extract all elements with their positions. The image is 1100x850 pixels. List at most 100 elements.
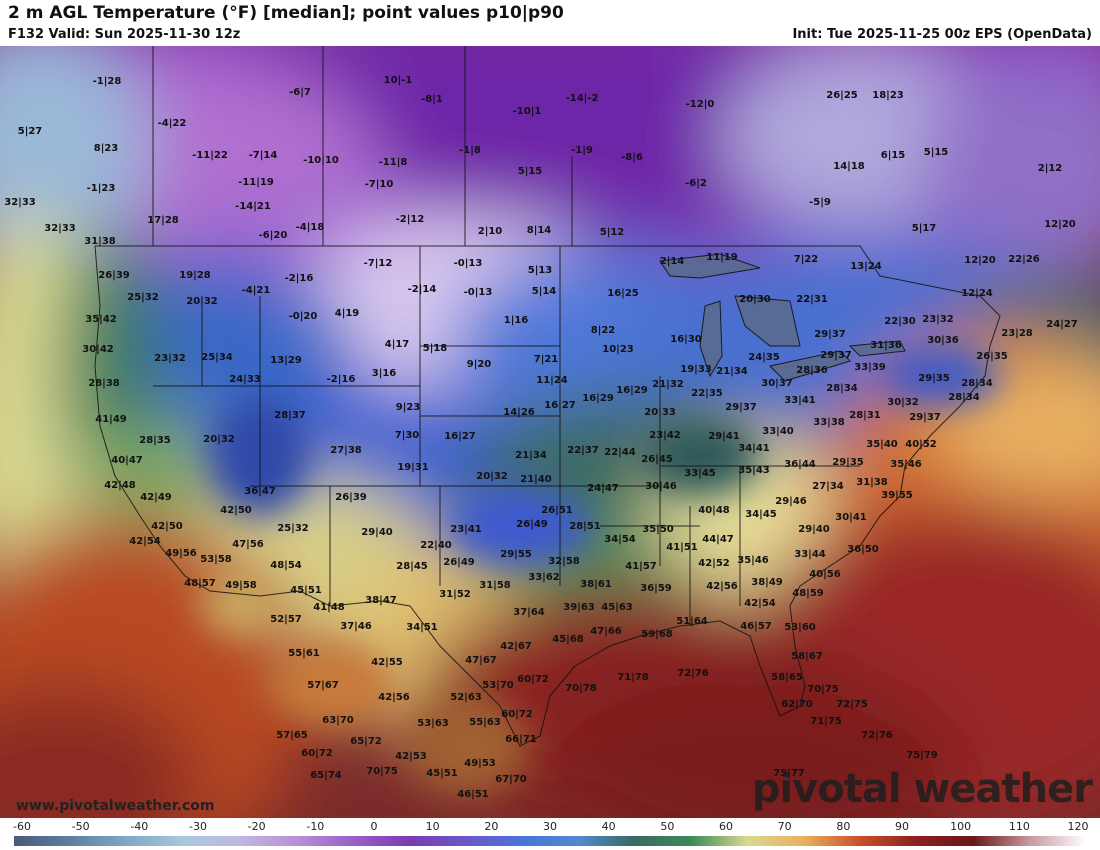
point-value: 8|23 bbox=[93, 143, 119, 154]
point-value: 31|36 bbox=[870, 340, 902, 351]
point-value: 60|72 bbox=[301, 748, 333, 759]
point-value: -11|8 bbox=[378, 157, 408, 168]
point-value: 72|76 bbox=[861, 730, 893, 741]
legend-tick: 50 bbox=[660, 820, 675, 833]
point-value: -0|13 bbox=[453, 258, 483, 269]
legend-colorbar bbox=[14, 836, 1086, 846]
point-value: 63|70 bbox=[322, 715, 354, 726]
point-value: 20|32 bbox=[476, 471, 508, 482]
point-value: 21|32 bbox=[652, 379, 684, 390]
point-value: 34|51 bbox=[406, 622, 438, 633]
point-value: 59|68 bbox=[641, 629, 673, 640]
point-value: 4|17 bbox=[384, 339, 410, 350]
point-value: 10|-1 bbox=[383, 75, 413, 86]
point-value: 24|33 bbox=[229, 374, 261, 385]
point-value: 41|51 bbox=[666, 542, 698, 553]
point-value: 53|70 bbox=[482, 680, 514, 691]
point-value: 35|42 bbox=[85, 314, 117, 325]
point-value: 26|39 bbox=[98, 270, 130, 281]
point-value: -10|10 bbox=[303, 155, 339, 166]
point-value: 60|72 bbox=[517, 674, 549, 685]
point-value: 47|66 bbox=[590, 626, 622, 637]
point-value: -8|6 bbox=[621, 152, 643, 163]
point-value: 40|52 bbox=[905, 439, 937, 450]
point-value: 19|28 bbox=[179, 270, 211, 281]
point-value: 20|32 bbox=[186, 296, 218, 307]
point-value: 28|38 bbox=[88, 378, 120, 389]
point-value: 4|19 bbox=[334, 308, 360, 319]
legend-tick: 90 bbox=[895, 820, 909, 833]
point-value: 35|43 bbox=[738, 465, 770, 476]
point-value: 22|40 bbox=[420, 540, 452, 551]
point-value: 32|33 bbox=[44, 223, 76, 234]
map-title: 2 m AGL Temperature (°F) [median]; point… bbox=[8, 3, 564, 23]
point-value: 55|63 bbox=[469, 717, 501, 728]
point-value: -1|28 bbox=[92, 76, 122, 87]
point-value: -7|12 bbox=[363, 258, 393, 269]
point-value: 11|19 bbox=[706, 252, 738, 263]
point-value: 23|32 bbox=[154, 353, 186, 364]
point-value: -6|20 bbox=[258, 230, 288, 241]
point-value: 20|33 bbox=[644, 407, 676, 418]
point-value: 25|32 bbox=[277, 523, 309, 534]
legend-tick: 40 bbox=[601, 820, 616, 833]
point-value: 31|38 bbox=[84, 236, 116, 247]
point-value: -0|20 bbox=[288, 311, 318, 322]
point-value: 38|61 bbox=[580, 579, 612, 590]
point-value: 30|46 bbox=[645, 481, 677, 492]
point-value: 5|17 bbox=[911, 223, 937, 234]
point-value: 28|34 bbox=[826, 383, 858, 394]
point-value: 42|53 bbox=[395, 751, 427, 762]
point-value: 33|45 bbox=[684, 468, 716, 479]
point-value: 51|64 bbox=[676, 616, 708, 627]
point-value: 26|45 bbox=[641, 454, 673, 465]
map-canvas bbox=[0, 46, 1100, 818]
point-value: 70|75 bbox=[807, 684, 839, 695]
point-value: 2|12 bbox=[1037, 163, 1063, 174]
point-value: 35|50 bbox=[642, 524, 674, 535]
point-value: 26|49 bbox=[443, 557, 475, 568]
point-value: 42|54 bbox=[744, 598, 776, 609]
point-value: 37|46 bbox=[340, 621, 372, 632]
point-value: 28|35 bbox=[139, 435, 171, 446]
point-value: 38|47 bbox=[365, 595, 397, 606]
point-value: 71|75 bbox=[810, 716, 842, 727]
point-value: 47|56 bbox=[232, 539, 264, 550]
point-value: -0|13 bbox=[463, 287, 493, 298]
point-value: 5|13 bbox=[527, 265, 553, 276]
init-time: Init: Tue 2025-11-25 00z EPS (OpenData) bbox=[792, 27, 1092, 42]
point-value: 58|65 bbox=[771, 672, 803, 683]
point-value: 57|65 bbox=[276, 730, 308, 741]
legend-tick: 120 bbox=[1067, 820, 1089, 833]
point-value: 29|37 bbox=[909, 412, 941, 423]
point-value: 46|51 bbox=[457, 789, 489, 800]
point-value: 24|27 bbox=[1046, 319, 1078, 330]
point-value: 36|44 bbox=[784, 459, 816, 470]
point-value: 71|78 bbox=[617, 672, 649, 683]
point-value: 21|34 bbox=[515, 450, 547, 461]
point-value: 38|49 bbox=[751, 577, 783, 588]
point-value: 11|24 bbox=[536, 375, 568, 386]
point-value: 31|58 bbox=[479, 580, 511, 591]
point-value: 12|20 bbox=[1044, 219, 1076, 230]
point-value: 55|61 bbox=[288, 648, 320, 659]
legend-tick: -30 bbox=[189, 820, 207, 833]
point-value: 41|49 bbox=[95, 414, 127, 425]
point-value: -2|16 bbox=[326, 374, 356, 385]
point-value: 53|58 bbox=[200, 554, 232, 565]
point-value: 75|79 bbox=[906, 750, 938, 761]
point-value: 35|46 bbox=[890, 459, 922, 470]
point-value: 26|49 bbox=[516, 519, 548, 530]
point-value: 17|28 bbox=[147, 215, 179, 226]
point-value: 28|31 bbox=[849, 410, 881, 421]
point-value: 62|70 bbox=[781, 699, 813, 710]
point-value: 48|59 bbox=[792, 588, 824, 599]
temperature-map[interactable]: -1|28 10|-1 -6|7 -8|1 -14|-2 -12|0 26|25 18|23 5… bbox=[0, 46, 1100, 818]
point-value: 22|31 bbox=[796, 294, 828, 305]
point-value: 45|68 bbox=[552, 634, 584, 645]
point-value: 26|35 bbox=[976, 351, 1008, 362]
point-value: 75|77 bbox=[773, 768, 805, 779]
point-value: 29|37 bbox=[725, 402, 757, 413]
valid-time: F132 Valid: Sun 2025-11-30 12z bbox=[8, 27, 241, 42]
point-value: 42|50 bbox=[151, 521, 183, 532]
